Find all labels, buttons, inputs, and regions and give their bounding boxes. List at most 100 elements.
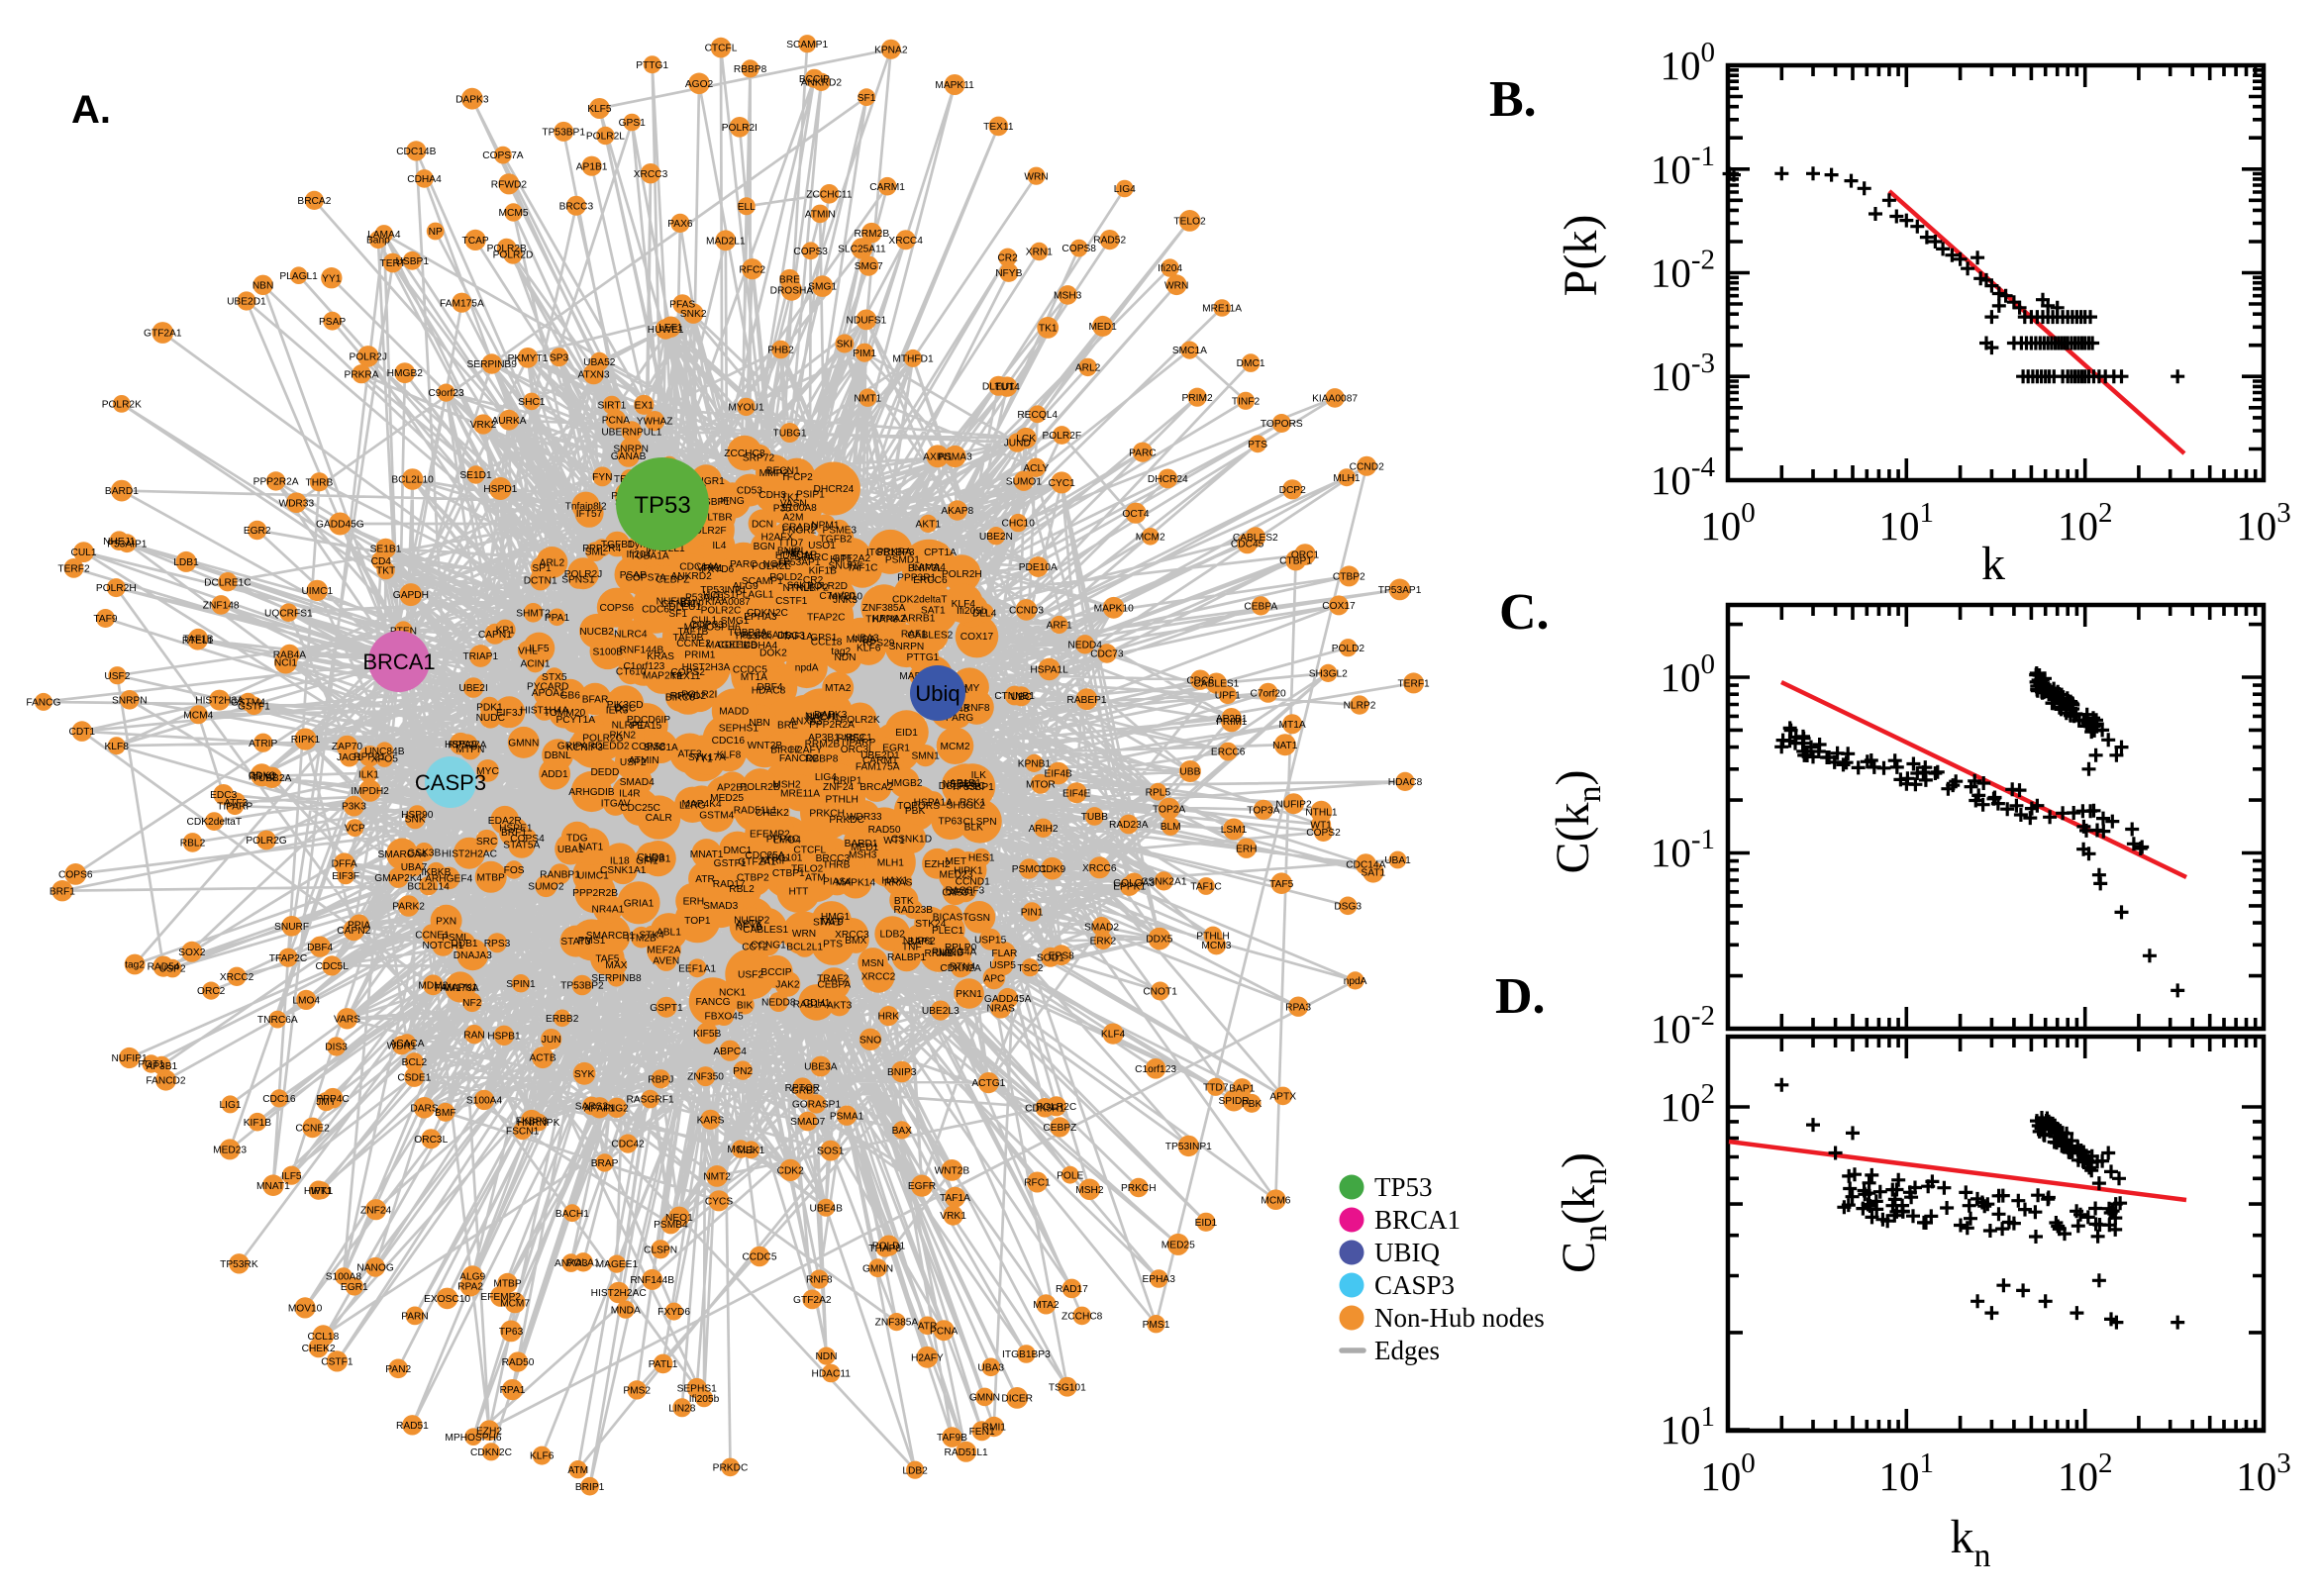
svg-text:SNRPN: SNRPN <box>613 445 649 455</box>
svg-text:TP53INP1: TP53INP1 <box>1165 1142 1212 1152</box>
svg-text:TFAP2C: TFAP2C <box>269 953 308 964</box>
svg-text:ORC2: ORC2 <box>197 986 226 997</box>
svg-text:EPS8: EPS8 <box>1049 950 1074 961</box>
svg-text:TAF1B: TAF1B <box>677 627 708 638</box>
svg-text:TDG: TDG <box>566 833 588 844</box>
svg-text:SMAD7: SMAD7 <box>790 1117 825 1128</box>
svg-text:ATMIN: ATMIN <box>805 210 836 221</box>
svg-text:PPP2R2B: PPP2R2B <box>572 888 618 899</box>
svg-text:CDC5L: CDC5L <box>315 961 349 972</box>
svg-text:ERK2: ERK2 <box>1090 936 1117 947</box>
svg-text:CSDE1: CSDE1 <box>397 1072 431 1083</box>
svg-text:ERH: ERH <box>683 897 705 908</box>
svg-text:RECQL4: RECQL4 <box>1017 410 1058 421</box>
svg-text:WRN: WRN <box>1164 280 1188 291</box>
svg-text:GRIPARDEDD2: GRIPARDEDD2 <box>557 742 630 752</box>
svg-text:STK17A: STK17A <box>688 752 726 763</box>
svg-text:SLC25A11: SLC25A11 <box>838 245 886 255</box>
svg-text:WDR33: WDR33 <box>847 812 882 823</box>
svg-text:ALG9: ALG9 <box>459 1272 485 1283</box>
svg-text:MNAT1: MNAT1 <box>256 1181 290 1192</box>
svg-text:THRB: THRB <box>823 860 851 871</box>
svg-text:PSMA1: PSMA1 <box>830 1111 864 1122</box>
svg-text:S100B: S100B <box>593 647 624 657</box>
svg-text:CDK9: CDK9 <box>1039 864 1066 875</box>
svg-text:RBL2: RBL2 <box>180 839 206 849</box>
svg-text:NCK1: NCK1 <box>719 987 747 998</box>
svg-text:MCM5: MCM5 <box>499 208 529 219</box>
svg-text:NFYB: NFYB <box>995 268 1022 279</box>
svg-text:ATF3: ATF3 <box>224 798 248 809</box>
svg-text:CCND1: CCND1 <box>956 877 990 888</box>
svg-text:VRK1: VRK1 <box>940 1211 966 1222</box>
svg-text:CTCFL: CTCFL <box>705 44 738 54</box>
svg-text:EGR2: EGR2 <box>244 526 271 537</box>
svg-text:SPNS1: SPNS1 <box>561 575 595 586</box>
svg-text:UBE4B: UBE4B <box>809 1203 843 1214</box>
svg-text:A.: A. <box>71 88 111 132</box>
svg-text:MTBP: MTBP <box>493 1279 522 1290</box>
svg-text:CCND3: CCND3 <box>1009 606 1044 617</box>
svg-text:RAD23B: RAD23B <box>893 905 933 916</box>
svg-text:AGO2: AGO2 <box>685 79 714 90</box>
svg-text:Edges: Edges <box>1374 1336 1440 1365</box>
svg-text:CEBPA: CEBPA <box>1244 602 1277 613</box>
svg-text:HIST1H4A: HIST1H4A <box>521 705 569 716</box>
svg-text:H2AFY: H2AFY <box>911 1352 944 1363</box>
svg-text:Ifi204: Ifi204 <box>1158 263 1182 274</box>
svg-text:FAM175A: FAM175A <box>440 298 484 309</box>
svg-text:DIS3: DIS3 <box>325 1043 348 1053</box>
svg-text:C.: C. <box>1499 584 1550 641</box>
svg-text:CCT2: CCT2 <box>742 942 768 952</box>
svg-text:WDR33: WDR33 <box>278 498 314 509</box>
svg-text:TRIAP1: TRIAP1 <box>462 651 498 662</box>
svg-text:DNAJA3: DNAJA3 <box>454 950 492 961</box>
svg-text:AP3B1: AP3B1 <box>808 733 840 744</box>
svg-text:SYK: SYK <box>574 1069 595 1080</box>
svg-text:COPS8: COPS8 <box>1061 244 1096 254</box>
svg-text:ANXA3: ANXA3 <box>555 1258 588 1269</box>
svg-text:P35: P35 <box>773 504 791 515</box>
svg-text:PPP4C: PPP4C <box>316 1094 349 1105</box>
svg-text:MED1: MED1 <box>1088 322 1117 333</box>
svg-text:ITGB1BP3: ITGB1BP3 <box>1002 1349 1051 1360</box>
svg-text:PIN1: PIN1 <box>1021 908 1044 919</box>
svg-text:CSTF1: CSTF1 <box>321 1357 354 1368</box>
svg-text:CUL1: CUL1 <box>70 548 96 558</box>
svg-text:UIMC1: UIMC1 <box>301 586 333 597</box>
svg-text:TP63: TP63 <box>499 1327 524 1338</box>
svg-text:RAD51L1: RAD51L1 <box>945 1447 989 1458</box>
svg-text:SHC1: SHC1 <box>518 397 546 408</box>
svg-text:D.: D. <box>1495 968 1546 1025</box>
svg-text:ATR: ATR <box>918 1321 938 1332</box>
svg-text:HNRNPK: HNRNPK <box>517 1118 559 1129</box>
svg-text:RFC1: RFC1 <box>1024 1178 1051 1189</box>
svg-text:KARS: KARS <box>697 1115 725 1126</box>
svg-text:LDB2: LDB2 <box>902 1465 928 1476</box>
svg-text:NUFIP2: NUFIP2 <box>1275 799 1312 810</box>
svg-text:HIPK1: HIPK1 <box>304 1186 334 1197</box>
svg-text:NPM1: NPM1 <box>811 521 840 532</box>
svg-text:ZCCHC11: ZCCHC11 <box>806 189 853 200</box>
svg-text:RBL2: RBL2 <box>729 884 755 895</box>
svg-text:POLD2: POLD2 <box>1332 644 1365 654</box>
svg-text:PCNA: PCNA <box>602 416 631 427</box>
svg-text:PTTG1: PTTG1 <box>636 60 668 71</box>
svg-text:TKT: TKT <box>376 566 395 577</box>
svg-text:BECN1: BECN1 <box>766 465 800 476</box>
svg-text:HIPK1: HIPK1 <box>954 865 983 876</box>
svg-text:ZNF24: ZNF24 <box>823 782 854 793</box>
svg-text:ILK: ILK <box>971 770 986 781</box>
svg-text:HSPD1: HSPD1 <box>483 484 517 495</box>
svg-text:XRN1: XRN1 <box>1026 248 1054 258</box>
svg-text:CCDC5: CCDC5 <box>733 664 767 675</box>
svg-text:TAF1C: TAF1C <box>1190 882 1222 893</box>
svg-text:GPS1: GPS1 <box>810 633 838 644</box>
svg-text:UBE2N: UBE2N <box>979 532 1013 543</box>
svg-text:S100A4: S100A4 <box>466 1096 503 1107</box>
svg-text:FANCD2: FANCD2 <box>146 1076 186 1087</box>
svg-text:STAT3: STAT3 <box>560 937 591 948</box>
svg-text:FANCG: FANCG <box>26 698 60 709</box>
svg-text:TAF1B: TAF1B <box>183 634 214 645</box>
svg-text:MEF2A: MEF2A <box>647 946 680 956</box>
